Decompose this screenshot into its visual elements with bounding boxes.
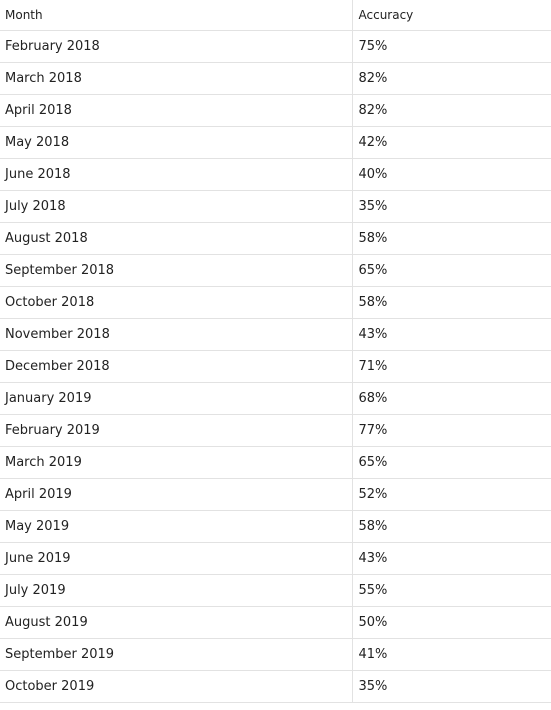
accuracy-cell: 77% [351,414,551,447]
accuracy-cell: 55% [351,574,551,607]
month-cell: October 2018 [0,286,352,319]
accuracy-cell: 35% [351,190,551,223]
month-cell: February 2019 [0,414,352,447]
month-cell: March 2019 [0,446,352,479]
table-row: October 2019 35% [0,670,551,703]
table-row: July 2018 35% [0,190,551,223]
accuracy-cell: 68% [351,382,551,415]
month-cell: April 2019 [0,478,352,511]
month-cell: June 2019 [0,542,352,575]
month-cell: August 2019 [0,606,352,639]
column-header-accuracy: Accuracy [351,0,551,31]
accuracy-cell: 58% [351,222,551,255]
accuracy-cell: 65% [351,254,551,287]
month-cell: February 2018 [0,30,352,63]
month-cell: May 2019 [0,510,352,543]
table-row: August 2018 58% [0,222,551,255]
table-row: February 2019 77% [0,414,551,447]
accuracy-cell: 82% [351,94,551,127]
accuracy-cell: 43% [351,318,551,351]
month-cell: October 2019 [0,670,352,703]
accuracy-cell: 65% [351,446,551,479]
accuracy-cell: 58% [351,510,551,543]
accuracy-cell: 40% [351,158,551,191]
accuracy-cell: 52% [351,478,551,511]
table-row: March 2019 65% [0,446,551,479]
month-cell: January 2019 [0,382,352,415]
month-cell: July 2018 [0,190,352,223]
accuracy-cell: 82% [351,62,551,95]
table-row: January 2019 68% [0,382,551,415]
table-row: September 2018 65% [0,254,551,287]
table-row: August 2019 50% [0,606,551,639]
month-cell: December 2018 [0,350,352,383]
column-header-month: Month [0,0,352,31]
month-cell: August 2018 [0,222,352,255]
accuracy-cell: 50% [351,606,551,639]
table-header-row: Month Accuracy [0,0,551,31]
table-row: June 2019 43% [0,542,551,575]
accuracy-cell: 41% [351,638,551,671]
table-row: July 2019 55% [0,574,551,607]
accuracy-cell: 42% [351,126,551,159]
table-row: April 2019 52% [0,478,551,511]
month-cell: July 2019 [0,574,352,607]
table-row: October 2018 58% [0,286,551,319]
table-row: March 2018 82% [0,62,551,95]
table-row: December 2018 71% [0,350,551,383]
table-row: May 2019 58% [0,510,551,543]
table-row: June 2018 40% [0,158,551,191]
month-cell: September 2018 [0,254,352,287]
table-row: February 2018 75% [0,30,551,63]
month-cell: March 2018 [0,62,352,95]
month-cell: September 2019 [0,638,352,671]
month-cell: May 2018 [0,126,352,159]
month-cell: June 2018 [0,158,352,191]
accuracy-cell: 35% [351,670,551,703]
table-row: November 2018 43% [0,318,551,351]
table-row: May 2018 42% [0,126,551,159]
table-row: September 2019 41% [0,638,551,671]
accuracy-cell: 58% [351,286,551,319]
month-cell: November 2018 [0,318,352,351]
table-row: April 2018 82% [0,94,551,127]
month-cell: April 2018 [0,94,352,127]
accuracy-cell: 43% [351,542,551,575]
table-body: February 2018 75% March 2018 82% April 2018 8… [0,30,551,703]
accuracy-cell: 71% [351,350,551,383]
accuracy-cell: 75% [351,30,551,63]
